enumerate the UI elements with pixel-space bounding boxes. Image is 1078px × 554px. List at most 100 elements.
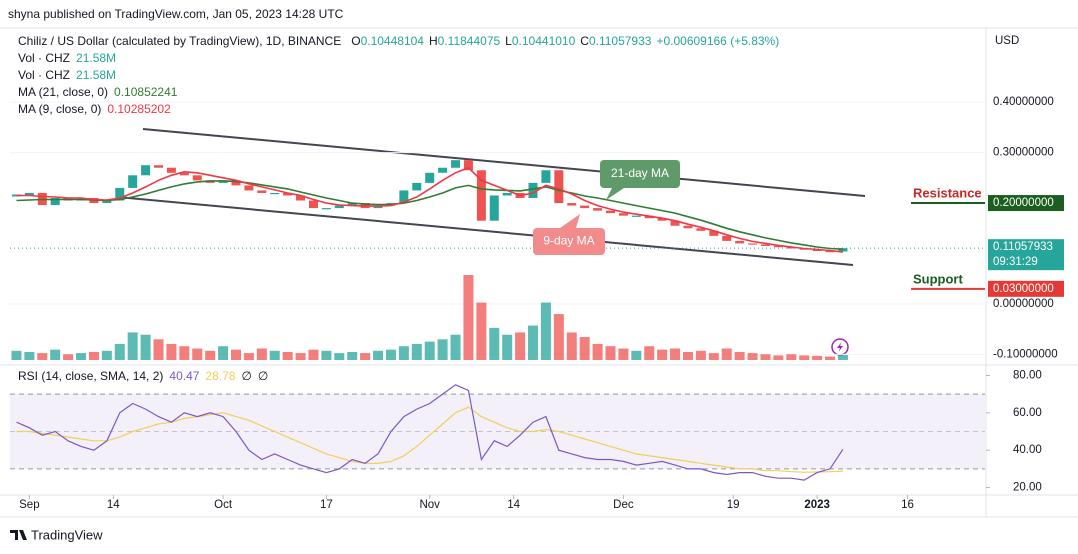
volume-bar (553, 314, 564, 360)
callout-box (533, 228, 605, 255)
level-box (988, 280, 1064, 297)
candle (50, 198, 60, 206)
candle (489, 195, 499, 221)
volume-bar (127, 332, 138, 360)
volume-bar (657, 349, 668, 360)
candle (593, 208, 603, 211)
volume-bar (618, 348, 629, 360)
volume-bar (502, 334, 513, 360)
volume-bar (398, 346, 409, 360)
callout-box (600, 160, 680, 188)
candle (825, 250, 835, 253)
candle (334, 205, 344, 209)
volume-bar (385, 349, 396, 360)
candle (24, 192, 34, 196)
volume-bar (76, 353, 87, 360)
candle (722, 235, 732, 241)
volume-legend: Vol · CHZ 21.58M (18, 68, 116, 82)
icon-circle (831, 338, 849, 356)
legend-value: 28.78 (205, 369, 235, 383)
volume-bar (489, 327, 500, 360)
volume-legend: Vol · CHZ 21.58M (18, 51, 116, 65)
x-tick-label: Sep (19, 499, 39, 511)
ohlc-key: L (505, 34, 512, 48)
candle (760, 244, 770, 246)
candle (683, 225, 693, 229)
legend-value: ∅ (258, 369, 268, 383)
x-tick-label: Oct (214, 499, 233, 511)
volume-bar (153, 339, 164, 360)
volume-bar (37, 353, 48, 360)
y-tick-label: 0.00000000 (993, 298, 1054, 310)
candle (154, 165, 164, 168)
footer-brand: TradingView (31, 527, 103, 542)
candle (270, 192, 280, 195)
candle (192, 175, 202, 181)
volume-bar (334, 353, 345, 360)
published-note: shyna published on TradingView.com, Jan … (8, 7, 344, 21)
x-tick-label: 14 (507, 499, 520, 511)
symbol-legend: Chiliz / US Dollar (calculated by Tradin… (18, 34, 779, 48)
volume-bar (528, 325, 539, 360)
volume-bar (88, 351, 99, 360)
volume-bar (11, 350, 22, 360)
candle (141, 165, 151, 176)
candle (696, 228, 706, 231)
ohlc-value: 0.11057933 (589, 34, 652, 48)
volume-bar (682, 351, 693, 360)
callout-text: 9-day MA (543, 234, 594, 248)
volume-bar (812, 355, 823, 360)
candle (528, 182, 538, 199)
volume-bar (140, 334, 151, 360)
logo-mark (10, 530, 27, 540)
symbol: Chiliz / US Dollar (calculated by Tradin… (18, 34, 341, 48)
legend-name: Vol · CHZ (18, 51, 70, 65)
legend-name: MA (9, close, 0) (18, 102, 101, 116)
candle (451, 160, 461, 168)
volume-bar (708, 353, 719, 360)
last-price-box (988, 239, 1064, 271)
candle (476, 170, 486, 221)
level-label: 0.03000000 (993, 283, 1054, 295)
countdown: 09:31:29 (993, 256, 1038, 268)
volume-bar (295, 353, 306, 360)
ohlc-value: 0.11844075 (438, 34, 501, 48)
pane-frame (0, 27, 1078, 518)
volume-bar (166, 343, 177, 360)
volume-bar (721, 348, 732, 360)
x-tick-label: 2023 (804, 499, 830, 511)
candle (425, 172, 435, 183)
rsi-sma-line (16, 406, 843, 473)
volume-bar (592, 343, 603, 360)
ohlc-key: O (351, 34, 360, 48)
volume-bar (760, 354, 771, 360)
candle (567, 203, 577, 206)
volume-bar (605, 346, 616, 360)
candle (438, 167, 448, 173)
volume-bar (218, 346, 229, 360)
volume-bar (695, 350, 706, 360)
volume-bar (411, 343, 422, 360)
level-label: 0.20000000 (993, 197, 1054, 209)
volume-bar (837, 355, 848, 360)
y-tick-label: 40.00 (1013, 444, 1042, 456)
volume-bar (463, 275, 474, 360)
candle (735, 240, 745, 244)
candle (283, 192, 293, 196)
volume-bar (450, 334, 461, 360)
candle (179, 172, 189, 176)
candle (618, 213, 628, 216)
volume-bar (243, 353, 254, 360)
legend-value: 21.58M (76, 68, 116, 82)
candle (102, 200, 112, 204)
volume-bar (825, 356, 836, 360)
currency: USD (995, 35, 1019, 47)
change: +0.00609166 (+5.83%) (656, 34, 779, 48)
volume-bar (799, 355, 810, 360)
legend-value: ∅ (241, 369, 251, 383)
volume-bar (786, 354, 797, 360)
candle (321, 208, 331, 210)
callout-text: 21-day MA (611, 166, 669, 180)
ohlc-value: 0.10441010 (512, 34, 576, 48)
x-tick-label: 14 (107, 499, 120, 511)
